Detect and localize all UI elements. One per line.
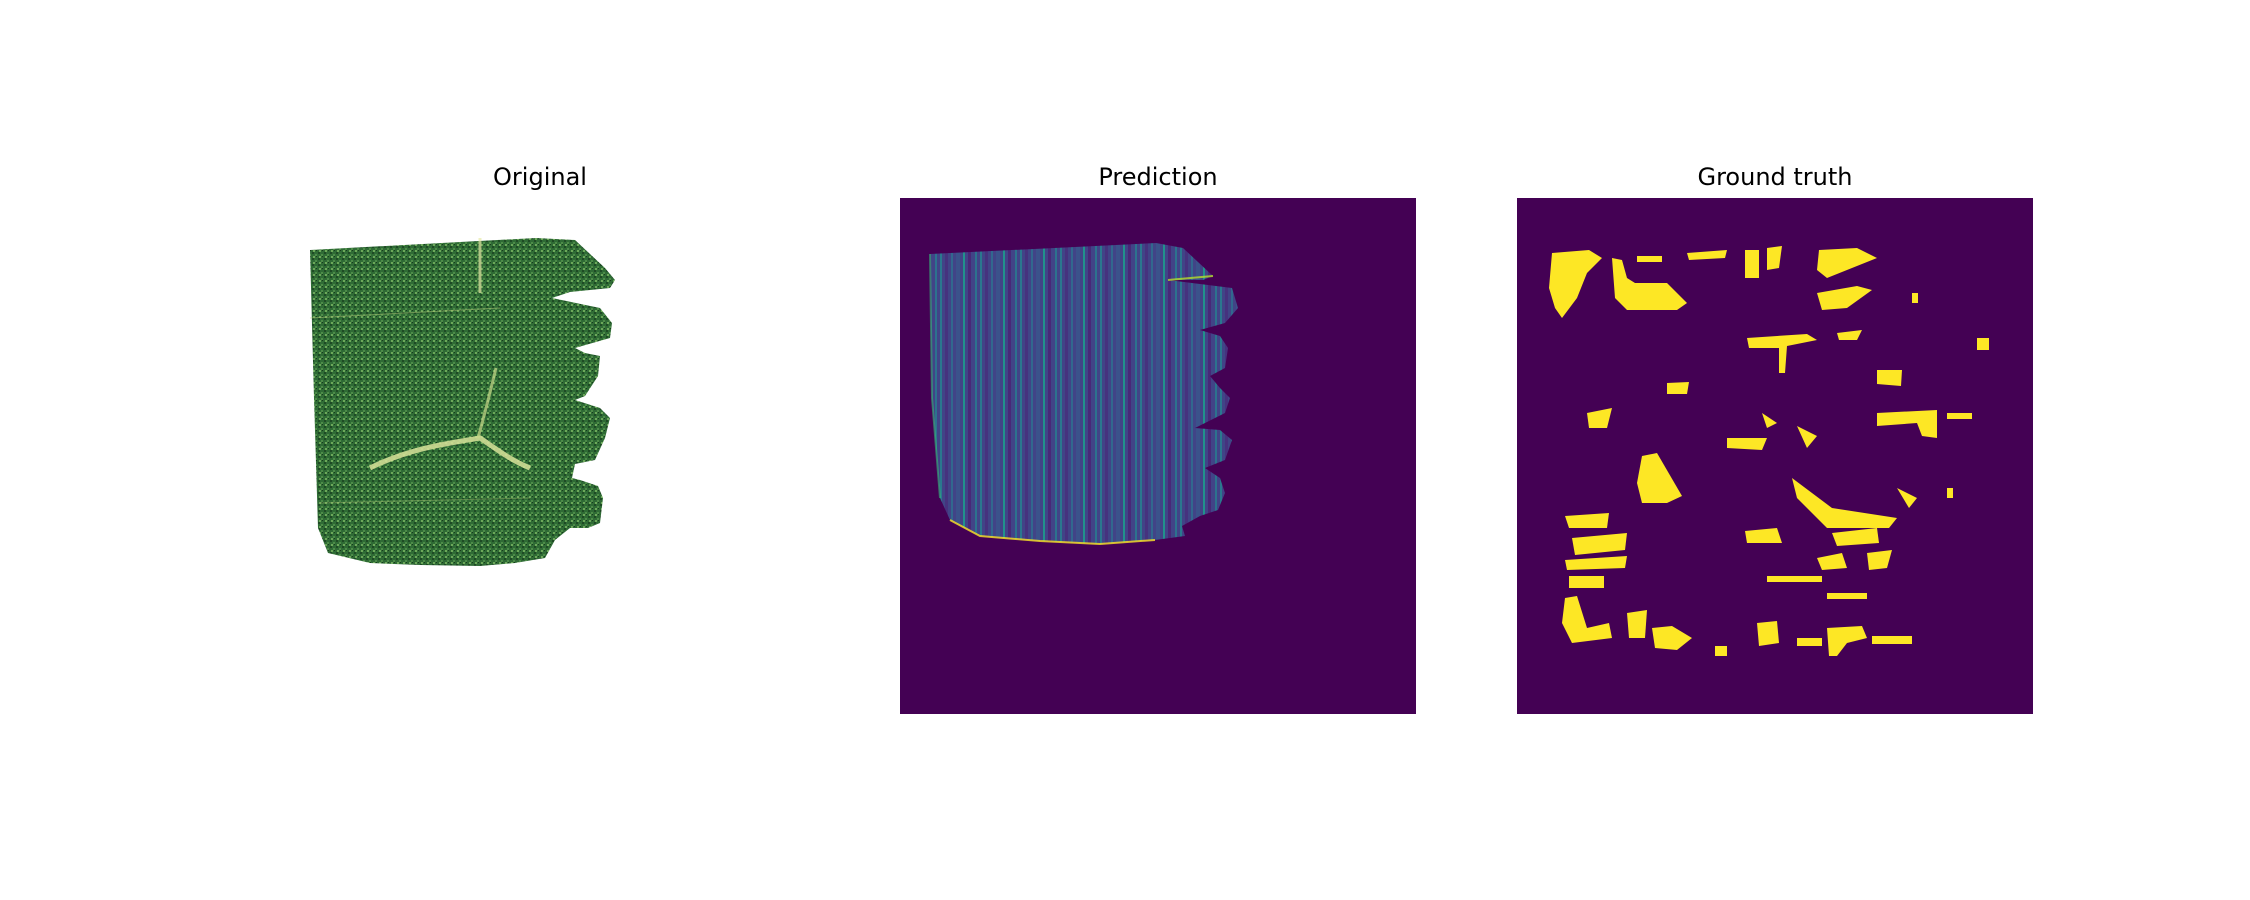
original-image [309,238,615,566]
original-field-shape [310,238,615,566]
panel-title-prediction: Prediction [1098,163,1218,191]
prediction-field-shape [930,243,1238,544]
ground-truth-image [1517,198,2033,714]
original-river-highlight [368,435,531,471]
prediction-image [900,198,1416,714]
panel-title-original: Original [493,163,587,191]
panel-title-ground-truth: Ground truth [1697,163,1853,191]
ground-truth-mask [1549,246,1989,656]
